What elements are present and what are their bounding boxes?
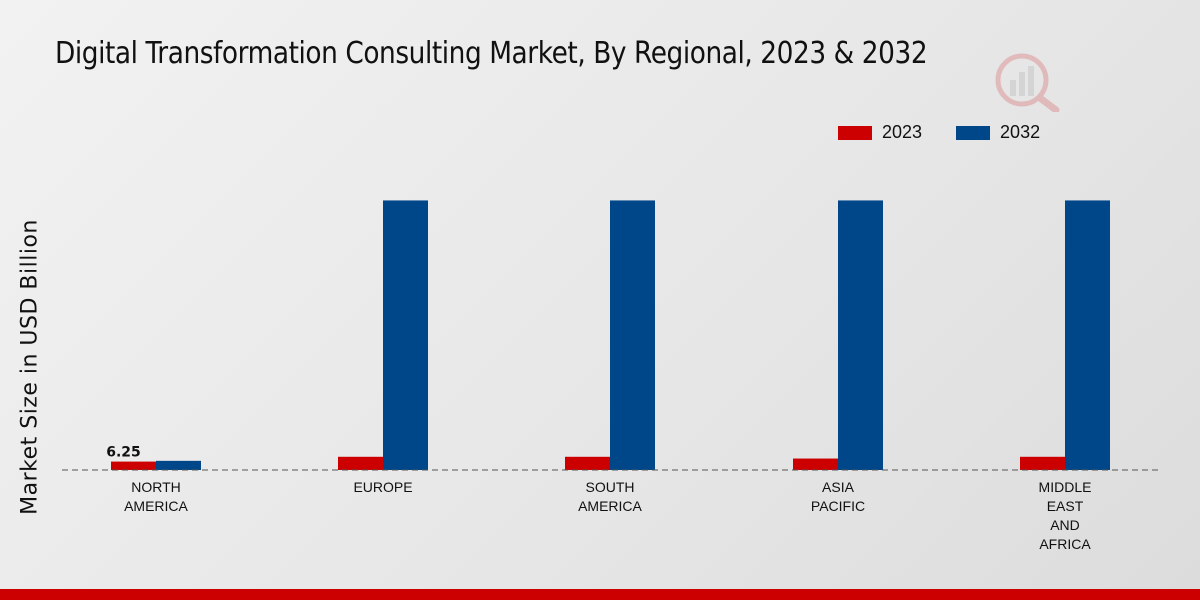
x-tick-label-1-0: EUROPE	[353, 479, 412, 495]
x-tick-label-2-1: AMERICA	[578, 498, 642, 514]
x-tick-label-4-1: EAST	[1047, 498, 1084, 514]
x-tick-label-4-3: AFRICA	[1039, 536, 1091, 552]
x-tick-label-3-0: ASIA	[822, 479, 855, 495]
legend-label-2032: 2032	[1000, 122, 1041, 142]
bar-2032-1[interactable]	[383, 200, 428, 470]
x-tick-label-3-1: PACIFIC	[811, 498, 865, 514]
legend-item-2032[interactable]: 2032	[956, 122, 1040, 143]
legend-swatch-2023	[838, 125, 872, 140]
bar-2032-4[interactable]	[1065, 200, 1110, 470]
x-tick-label-4-0: MIDDLE	[1039, 479, 1092, 495]
x-tick-label-2-0: SOUTH	[586, 479, 635, 495]
watermark-logo-icon	[995, 53, 1060, 112]
chart-title: Digital Transformation Consulting Market…	[55, 36, 928, 71]
bar-2032-0[interactable]	[156, 460, 201, 470]
legend-swatch-2032	[956, 125, 991, 140]
legend-label-2023: 2023	[882, 122, 923, 142]
bar-2023-4[interactable]	[1020, 456, 1065, 470]
x-tick-label-0-1: AMERICA	[124, 498, 188, 514]
bar-2023-1[interactable]	[338, 456, 383, 470]
bar-2023-0[interactable]	[111, 461, 156, 470]
footer-bar	[0, 589, 1200, 600]
legend-item-2023[interactable]: 2023	[838, 122, 922, 143]
x-tick-label-0-0: NORTH	[131, 479, 181, 495]
data-label-0: 6.25	[106, 445, 141, 461]
chart-legend: 2023 2032	[838, 122, 1074, 143]
bar-2023-3[interactable]	[793, 458, 838, 470]
x-tick-label-4-2: AND	[1050, 517, 1080, 533]
bar-2032-2[interactable]	[610, 200, 655, 470]
bar-2023-2[interactable]	[565, 456, 610, 470]
bar-2032-3[interactable]	[838, 200, 883, 470]
